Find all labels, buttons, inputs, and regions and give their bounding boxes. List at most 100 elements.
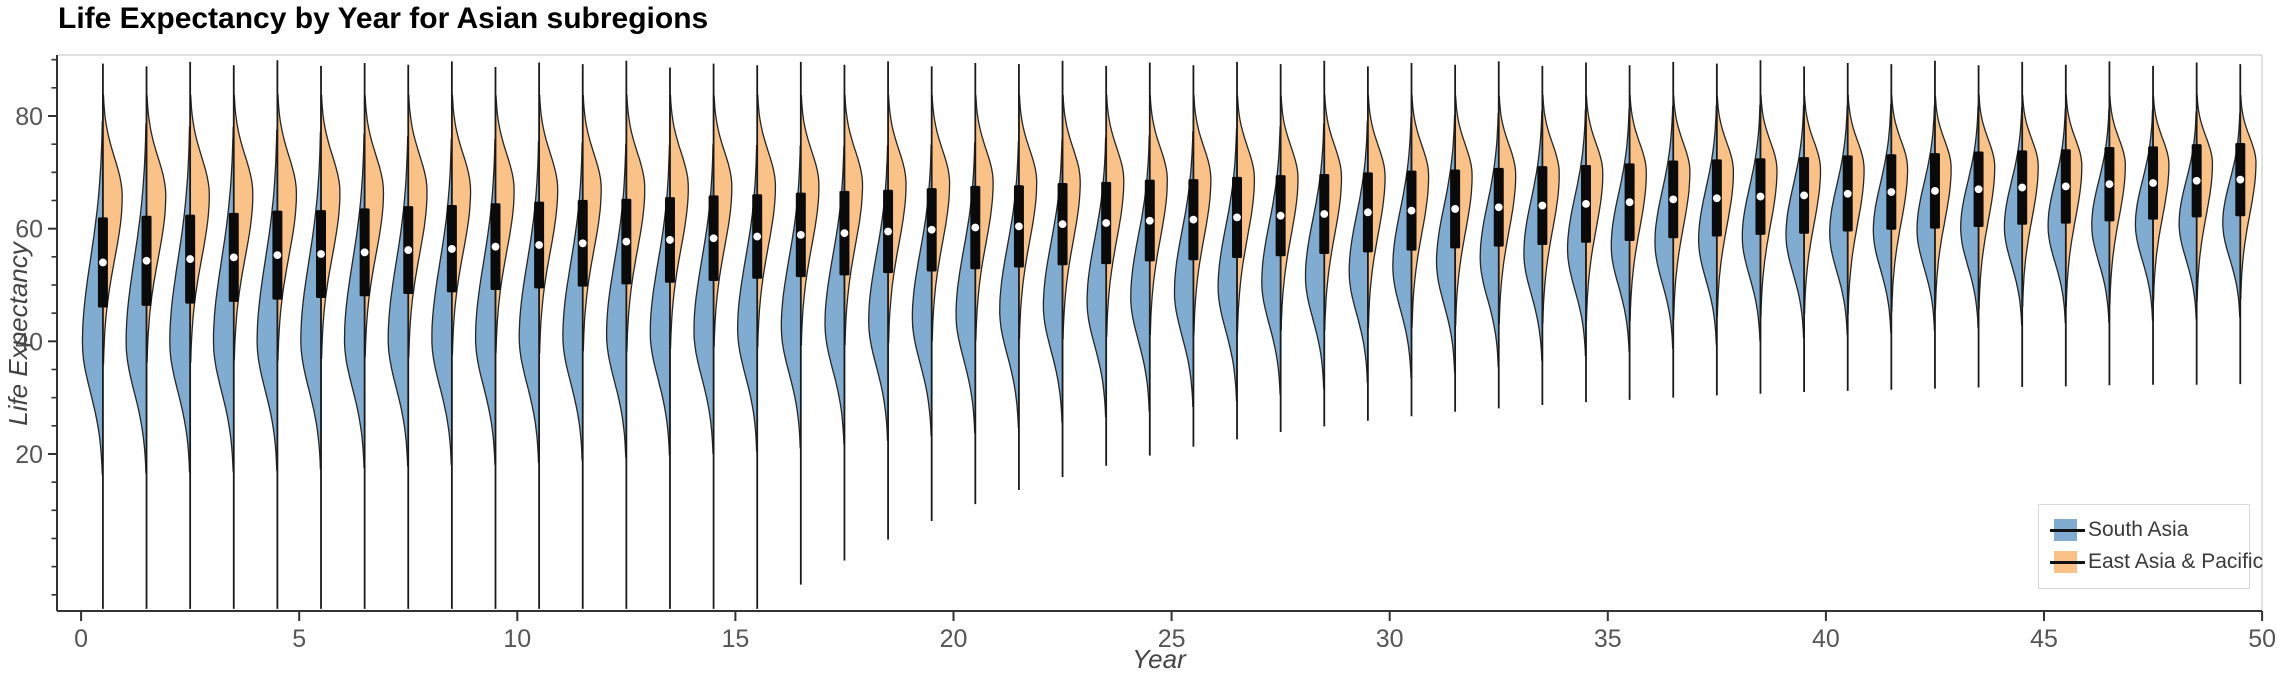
median-dot	[884, 227, 892, 236]
median-dot	[2236, 175, 2245, 184]
violin-half-south-asia	[999, 140, 1020, 429]
violin-half-east-asia-pacific	[974, 94, 994, 342]
violin-year-30	[1392, 63, 1430, 417]
violin-year-21	[999, 64, 1038, 491]
violin-half-east-asia-pacific	[669, 94, 689, 350]
median-dot	[1974, 185, 1983, 194]
median-dot	[1058, 220, 1067, 229]
violin-year-7	[387, 64, 428, 609]
violin-half-south-asia	[824, 145, 846, 445]
violin-half-east-asia-pacific	[582, 95, 602, 352]
violin-year-0	[81, 63, 123, 609]
violin-year-5	[300, 65, 341, 609]
violin-half-east-asia-pacific	[1105, 94, 1125, 338]
median-dot	[1451, 205, 1460, 213]
median-dot	[404, 246, 413, 254]
median-dot	[360, 248, 369, 257]
violin-half-south-asia	[1173, 130, 1195, 408]
violin-year-33	[1523, 65, 1560, 405]
violin-half-south-asia	[562, 142, 584, 461]
violin-half-east-asia-pacific	[712, 95, 733, 348]
violin-half-east-asia-pacific	[1541, 94, 1560, 324]
violin-year-36	[1654, 61, 1691, 398]
violin-half-east-asia-pacific	[1279, 95, 1299, 332]
median-dot	[535, 241, 544, 249]
median-dot	[2061, 182, 2070, 191]
violin-year-28	[1304, 60, 1343, 427]
violin-half-south-asia	[518, 140, 540, 463]
median-dot	[840, 229, 849, 238]
median-dot	[1494, 203, 1503, 212]
violin-half-south-asia	[300, 131, 322, 470]
legend-label-east-asia-pacific: East Asia & Pacific	[2088, 550, 2264, 573]
violin-year-13	[649, 67, 689, 609]
violin-half-east-asia-pacific	[843, 94, 864, 346]
median-dot	[578, 239, 587, 248]
median-dot	[666, 236, 674, 244]
median-dot	[2105, 180, 2114, 189]
violin-year-23	[1086, 65, 1125, 466]
violin-year-41	[1872, 64, 1909, 390]
violin-year-48	[2178, 62, 2214, 385]
violin-half-east-asia-pacific	[1192, 94, 1212, 336]
violins	[81, 60, 2257, 609]
median-dot	[1843, 189, 1852, 198]
median-dot	[273, 251, 282, 260]
violin-half-south-asia	[169, 126, 191, 473]
violin-half-east-asia-pacific	[931, 95, 951, 342]
median-dot	[622, 237, 631, 246]
violin-half-east-asia-pacific	[1803, 94, 1822, 315]
median-dot	[142, 256, 151, 265]
violin-half-south-asia	[1217, 128, 1238, 402]
violin-half-east-asia-pacific	[1934, 95, 1952, 311]
violin-half-east-asia-pacific	[1061, 94, 1081, 340]
legend-swatch-south-asia-icon	[2050, 519, 2085, 541]
violin-half-east-asia-pacific	[1498, 95, 1517, 325]
violin-half-east-asia-pacific	[1585, 94, 1604, 322]
violin-half-east-asia-pacific	[1716, 95, 1735, 318]
violin-year-45	[2047, 64, 2083, 387]
violin-half-east-asia-pacific	[1454, 95, 1473, 327]
violin-year-34	[1566, 62, 1604, 403]
axes: 0 5 10 15 20 25 30 35 40 45 50 20 40 60 80	[15, 54, 2276, 653]
violin-year-1	[125, 66, 167, 609]
violin-half-east-asia-pacific	[1977, 94, 1996, 310]
violin-half-south-asia	[1304, 123, 1325, 390]
violin-half-east-asia-pacific	[1847, 94, 1865, 315]
median-dot	[229, 253, 238, 262]
violin-half-south-asia	[125, 123, 148, 474]
median-dot	[2018, 183, 2027, 192]
violin-year-22	[1042, 60, 1081, 478]
median-dot	[1015, 222, 1023, 231]
median-dot	[1145, 216, 1154, 225]
violin-year-6	[343, 63, 385, 609]
x-tick-label: 15	[721, 625, 749, 653]
legend-label-south-asia: South Asia	[2088, 518, 2189, 541]
x-tick-label: 40	[1812, 625, 1840, 653]
violin-half-south-asia	[474, 138, 497, 465]
violin-half-east-asia-pacific	[538, 94, 559, 354]
violin-year-24	[1130, 62, 1168, 456]
median-dot	[1538, 201, 1547, 210]
median-dot	[1625, 198, 1634, 207]
violin-year-2	[169, 61, 210, 609]
median-dot	[1712, 194, 1721, 203]
x-tick-label: 5	[292, 625, 306, 653]
violin-half-south-asia	[431, 138, 453, 466]
violin-year-46	[2091, 61, 2126, 386]
violin-year-16	[780, 61, 820, 585]
violin-year-3	[212, 65, 254, 609]
violin-half-south-asia	[649, 144, 671, 456]
median-dot	[927, 225, 936, 234]
violin-year-42	[1916, 60, 1952, 389]
median-dot	[709, 234, 718, 243]
violin-half-east-asia-pacific	[1759, 94, 1778, 317]
x-tick-label: 10	[503, 625, 531, 653]
median-dot	[1320, 210, 1329, 218]
violin-year-17	[824, 64, 864, 561]
x-tick-label: 20	[940, 625, 968, 653]
violin-year-25	[1173, 65, 1212, 447]
median-dot	[796, 230, 805, 239]
